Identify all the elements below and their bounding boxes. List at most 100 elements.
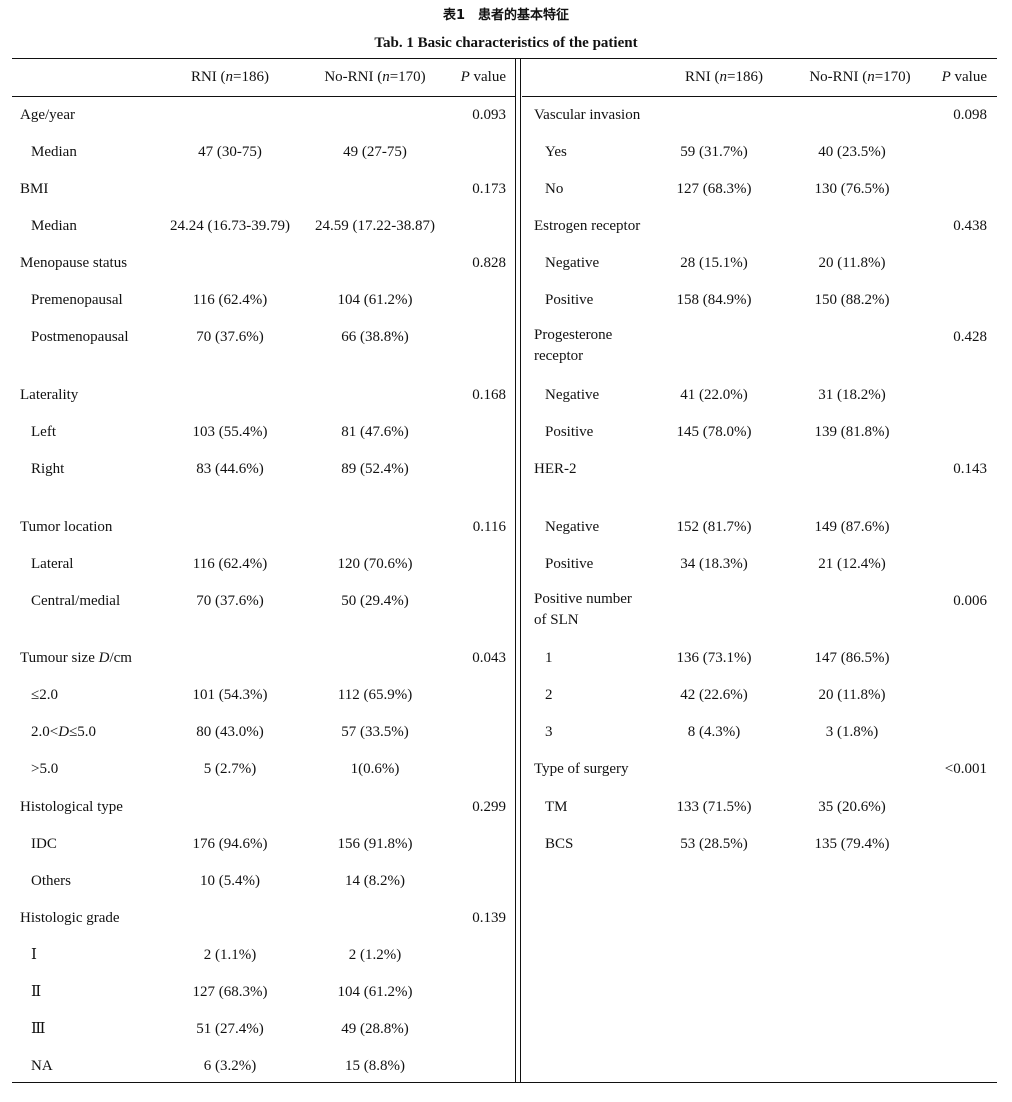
right-row-label: Positive bbox=[545, 424, 594, 440]
left-row-no-rni-value: 49 (28.8%) bbox=[341, 1021, 409, 1037]
left-row-no-rni-value: 15 (8.8%) bbox=[345, 1058, 405, 1074]
left-row-rni-value: 176 (94.6%) bbox=[192, 836, 268, 852]
left-row-label: Right bbox=[31, 461, 65, 477]
header-rni-left: RNI (n=186) bbox=[190, 69, 270, 85]
left-row-label: Premenopausal bbox=[31, 292, 123, 308]
left-row-label: ≤2.0 bbox=[31, 687, 58, 703]
left-row-label: Median bbox=[31, 144, 77, 160]
right-row-label: Vascular invasion bbox=[534, 107, 641, 123]
left-row-p-value: 0.116 bbox=[472, 519, 506, 535]
left-row-label: Left bbox=[31, 424, 56, 440]
left-row-p-value: 0.168 bbox=[472, 387, 506, 403]
right-row-rni-value: 42 (22.6%) bbox=[680, 687, 748, 703]
right-row-label: Negative bbox=[545, 519, 600, 535]
right-row-rni-value: 158 (84.9%) bbox=[676, 292, 752, 308]
left-row-rni-value: 2 (1.1%) bbox=[203, 947, 257, 963]
left-row-label: Ⅲ bbox=[31, 1021, 46, 1037]
right-row-label: 2 bbox=[545, 687, 553, 703]
right-row-rni-value: 136 (73.1%) bbox=[676, 650, 752, 666]
left-row-p-value: 0.093 bbox=[472, 107, 506, 123]
left-row-label: IDC bbox=[31, 836, 57, 852]
left-row-no-rni-value: 104 (61.2%) bbox=[337, 984, 413, 1000]
left-row-p-value: 0.043 bbox=[472, 650, 506, 666]
table-title-cn: 表1 患者的基本特征 bbox=[442, 8, 570, 23]
right-row-rni-value: 127 (68.3%) bbox=[676, 181, 752, 197]
header-no-rni-right: No-RNI (n=170) bbox=[809, 69, 911, 85]
right-row-rni-value: 152 (81.7%) bbox=[676, 519, 752, 535]
left-row-p-value: 0.828 bbox=[472, 255, 506, 271]
header-rule-right bbox=[522, 96, 997, 97]
right-row-p-value: 0.438 bbox=[953, 218, 987, 234]
left-row-label: Lateral bbox=[31, 556, 74, 572]
right-row-no-rni-value: 31 (18.2%) bbox=[818, 387, 886, 403]
left-row-rni-value: 127 (68.3%) bbox=[192, 984, 268, 1000]
right-row-no-rni-value: 21 (12.4%) bbox=[818, 556, 886, 572]
left-row-label: Histological type bbox=[20, 799, 123, 815]
left-row-no-rni-value: 120 (70.6%) bbox=[337, 556, 413, 572]
left-row-label: Postmenopausal bbox=[31, 329, 129, 345]
right-row-label: BCS bbox=[545, 836, 574, 852]
right-row-no-rni-value: 135 (79.4%) bbox=[814, 836, 890, 852]
right-row-label: HER-2 bbox=[534, 461, 577, 477]
left-row-rni-value: 24.24 (16.73-39.79) bbox=[170, 218, 290, 234]
left-row-rni-value: 51 (27.4%) bbox=[196, 1021, 264, 1037]
right-row-no-rni-value: 3 (1.8%) bbox=[825, 724, 879, 740]
left-row-label: BMI bbox=[20, 181, 49, 197]
right-row-label: Positive number of SLN bbox=[534, 591, 632, 628]
right-row-label: Yes bbox=[545, 144, 567, 160]
right-row-rni-value: 28 (15.1%) bbox=[680, 255, 748, 271]
right-row-no-rni-value: 139 (81.8%) bbox=[814, 424, 890, 440]
right-row-no-rni-value: 20 (11.8%) bbox=[818, 687, 886, 703]
left-row-no-rni-value: 112 (65.9%) bbox=[337, 687, 413, 703]
left-row-no-rni-value: 57 (33.5%) bbox=[341, 724, 409, 740]
right-row-rni-value: 34 (18.3%) bbox=[680, 556, 748, 572]
left-row-label: Tumour size D/cm bbox=[20, 650, 132, 666]
right-row-label: 1 bbox=[545, 650, 553, 666]
left-row-rni-value: 70 (37.6%) bbox=[196, 329, 264, 345]
left-row-label: 2.0<D≤5.0 bbox=[31, 724, 97, 740]
right-row-p-value: <0.001 bbox=[944, 761, 987, 777]
header-p-left: P value bbox=[460, 69, 506, 85]
left-row-rni-value: 5 (2.7%) bbox=[203, 761, 257, 777]
left-row-no-rni-value: 156 (91.8%) bbox=[337, 836, 413, 852]
right-row-no-rni-value: 147 (86.5%) bbox=[814, 650, 890, 666]
left-row-rni-value: 83 (44.6%) bbox=[196, 461, 264, 477]
left-row-label: Ⅰ bbox=[31, 947, 37, 963]
left-row-rni-value: 116 (62.4%) bbox=[192, 292, 268, 308]
left-row-no-rni-value: 14 (8.2%) bbox=[345, 873, 405, 889]
bottom-rule bbox=[12, 1082, 997, 1083]
right-row-no-rni-value: 149 (87.6%) bbox=[814, 519, 890, 535]
left-row-label: >5.0 bbox=[31, 761, 59, 777]
left-row-rni-value: 80 (43.0%) bbox=[196, 724, 264, 740]
right-row-no-rni-value: 35 (20.6%) bbox=[818, 799, 886, 815]
divider-line-1 bbox=[515, 58, 516, 1083]
right-row-label: TM bbox=[545, 799, 568, 815]
right-row-no-rni-value: 20 (11.8%) bbox=[818, 255, 886, 271]
right-row-label: Type of surgery bbox=[534, 761, 629, 777]
left-row-label: Others bbox=[31, 873, 71, 889]
right-row-p-value: 0.428 bbox=[953, 329, 987, 345]
table-title-en: Tab. 1 Basic characteristics of the pati… bbox=[374, 35, 638, 51]
left-row-label: Menopause status bbox=[20, 255, 128, 271]
left-row-p-value: 0.299 bbox=[472, 799, 506, 815]
right-row-rni-value: 145 (78.0%) bbox=[676, 424, 752, 440]
left-row-p-value: 0.139 bbox=[472, 910, 506, 926]
left-row-label: Laterality bbox=[20, 387, 79, 403]
left-row-no-rni-value: 89 (52.4%) bbox=[341, 461, 409, 477]
left-row-rni-value: 10 (5.4%) bbox=[200, 873, 260, 889]
left-row-rni-value: 6 (3.2%) bbox=[203, 1058, 257, 1074]
left-row-no-rni-value: 49 (27-75) bbox=[343, 144, 407, 160]
left-row-no-rni-value: 2 (1.2%) bbox=[348, 947, 402, 963]
left-row-label: Age/year bbox=[20, 107, 75, 123]
left-row-no-rni-value: 81 (47.6%) bbox=[341, 424, 409, 440]
left-row-no-rni-value: 66 (38.8%) bbox=[341, 329, 409, 345]
right-row-p-value: 0.098 bbox=[953, 107, 987, 123]
right-row-rni-value: 59 (31.7%) bbox=[680, 144, 748, 160]
left-row-no-rni-value: 24.59 (17.22-38.87) bbox=[315, 218, 435, 234]
right-row-label: No bbox=[545, 181, 564, 197]
left-row-label: Histologic grade bbox=[20, 910, 120, 926]
left-row-no-rni-value: 104 (61.2%) bbox=[337, 292, 413, 308]
left-row-p-value: 0.173 bbox=[472, 181, 506, 197]
left-row-rni-value: 101 (54.3%) bbox=[192, 687, 268, 703]
left-row-label: Ⅱ bbox=[31, 984, 42, 1000]
